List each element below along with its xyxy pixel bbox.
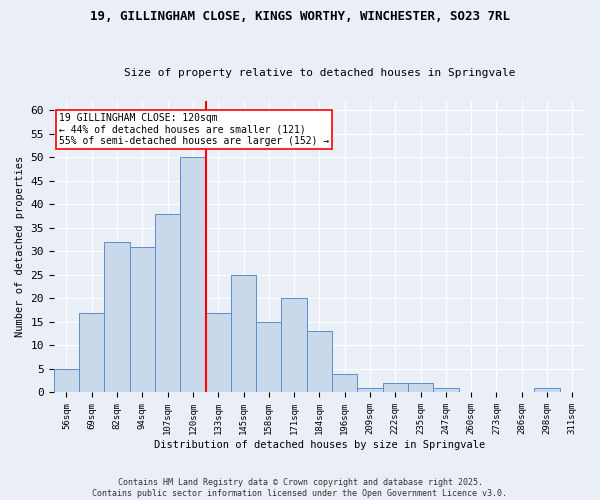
Bar bbox=[256, 322, 281, 392]
Bar bbox=[433, 388, 458, 392]
Bar bbox=[54, 369, 79, 392]
Bar bbox=[206, 312, 231, 392]
Bar bbox=[130, 246, 155, 392]
Text: 19 GILLINGHAM CLOSE: 120sqm
← 44% of detached houses are smaller (121)
55% of se: 19 GILLINGHAM CLOSE: 120sqm ← 44% of det… bbox=[59, 113, 329, 146]
Bar bbox=[104, 242, 130, 392]
Bar bbox=[408, 383, 433, 392]
Bar bbox=[535, 388, 560, 392]
Bar bbox=[180, 158, 206, 392]
Bar bbox=[358, 388, 383, 392]
Bar bbox=[332, 374, 358, 392]
Text: 19, GILLINGHAM CLOSE, KINGS WORTHY, WINCHESTER, SO23 7RL: 19, GILLINGHAM CLOSE, KINGS WORTHY, WINC… bbox=[90, 10, 510, 23]
Bar bbox=[281, 298, 307, 392]
X-axis label: Distribution of detached houses by size in Springvale: Distribution of detached houses by size … bbox=[154, 440, 485, 450]
Bar bbox=[307, 332, 332, 392]
Bar bbox=[79, 312, 104, 392]
Y-axis label: Number of detached properties: Number of detached properties bbox=[15, 156, 25, 338]
Title: Size of property relative to detached houses in Springvale: Size of property relative to detached ho… bbox=[124, 68, 515, 78]
Bar bbox=[231, 275, 256, 392]
Text: Contains HM Land Registry data © Crown copyright and database right 2025.
Contai: Contains HM Land Registry data © Crown c… bbox=[92, 478, 508, 498]
Bar bbox=[383, 383, 408, 392]
Bar bbox=[155, 214, 180, 392]
